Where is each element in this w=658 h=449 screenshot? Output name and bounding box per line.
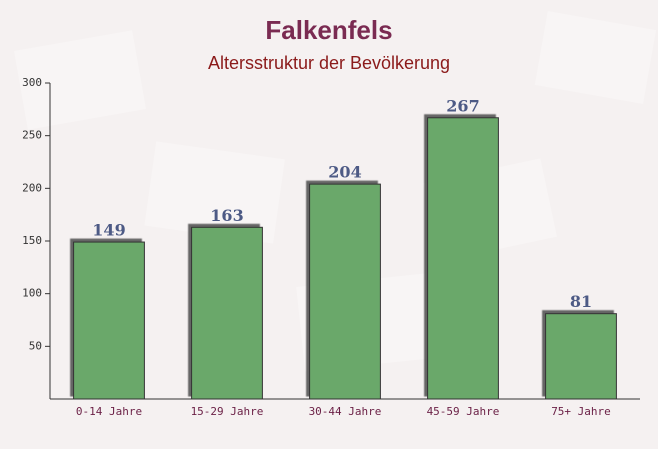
x-tick-label: 15-29 Jahre [191, 405, 264, 418]
chart-subtitle: Altersstruktur der Bevölkerung [208, 53, 450, 73]
x-tick-label: 45-59 Jahre [427, 405, 500, 418]
y-tick-label: 250 [22, 129, 42, 142]
value-label: 81 [570, 292, 592, 311]
value-label: 163 [210, 206, 243, 225]
bar [191, 226, 263, 400]
y-tick-label: 150 [22, 234, 42, 247]
value-label: 204 [328, 163, 361, 182]
x-tick-label: 0-14 Jahre [76, 405, 142, 418]
x-tick-label: 30-44 Jahre [309, 405, 382, 418]
y-tick-label: 100 [22, 287, 42, 300]
x-tick-label: 75+ Jahre [551, 405, 611, 418]
bar [309, 183, 381, 400]
y-tick-label: 50 [29, 339, 42, 352]
chart-title: Falkenfels [265, 15, 392, 45]
bar [73, 241, 145, 400]
y-tick-label: 300 [22, 76, 42, 89]
bar [545, 313, 617, 400]
value-label: 149 [92, 221, 125, 240]
bar [427, 117, 499, 400]
y-tick-label: 200 [22, 181, 42, 194]
value-label: 267 [446, 96, 479, 115]
